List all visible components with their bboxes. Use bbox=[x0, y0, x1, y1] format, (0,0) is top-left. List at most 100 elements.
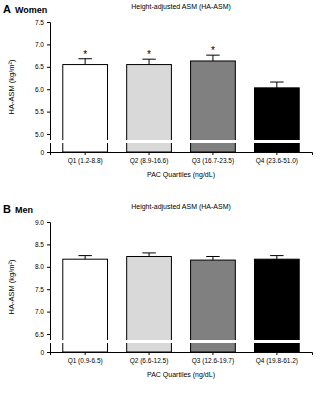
error-bar-stem bbox=[276, 256, 277, 260]
x-tick: Q4 (19.8-61.2) bbox=[256, 352, 298, 365]
y-tick: 7.5 bbox=[35, 19, 50, 26]
significance-marker: * bbox=[83, 49, 87, 60]
y-tick: 7.5 bbox=[35, 286, 50, 293]
x-axis-title: PAC Quartiles (ng/dL) bbox=[147, 371, 215, 379]
y-tick-label: 0 bbox=[40, 349, 44, 356]
y-tick-label: 5.0 bbox=[35, 131, 44, 138]
x-tick-mark bbox=[212, 352, 213, 355]
title: Men bbox=[15, 205, 33, 215]
x-tick-mark bbox=[85, 152, 86, 155]
significance-marker: * bbox=[211, 45, 215, 56]
y-axis-line bbox=[47, 23, 51, 153]
y-tick-mark bbox=[47, 89, 50, 90]
panel-label: A bbox=[3, 3, 11, 15]
y-tick: 8.0 bbox=[35, 263, 50, 270]
x-tick-label: Q2 (8.9-16.6) bbox=[130, 157, 169, 165]
x-tick-mark bbox=[149, 352, 150, 355]
error-bar bbox=[270, 256, 283, 260]
y-tick-mark bbox=[47, 112, 50, 113]
panel-label: B bbox=[3, 203, 11, 215]
y-tick-label: 8.5 bbox=[35, 241, 44, 248]
y-tick-label: 7.5 bbox=[35, 286, 44, 293]
x-tick-label: Q4 (19.8-61.2) bbox=[256, 357, 298, 365]
bar bbox=[254, 259, 299, 352]
y-tick: 7.0 bbox=[35, 41, 50, 48]
x-axis: Q1 (0.9-6.5) Q2 (6.6-12.5) Q3 (12.6-19.7) Q… bbox=[51, 352, 313, 365]
bar bbox=[127, 65, 172, 152]
error-bar-stem bbox=[85, 256, 86, 260]
error-bar-stem bbox=[276, 82, 277, 88]
subtitle: Height-adjusted ASM (HA-ASM) bbox=[131, 203, 231, 211]
y-tick: 7.0 bbox=[35, 308, 50, 315]
error-bar-cap bbox=[142, 252, 155, 253]
title: Women bbox=[15, 5, 47, 15]
x-tick-label: Q3 (16.7-23.5) bbox=[192, 157, 234, 165]
x-tick: Q2 (6.6-12.5) bbox=[130, 352, 169, 365]
y-tick-label: 7.5 bbox=[35, 19, 44, 26]
y-axis-title: HA-ASM (kg/m²) bbox=[7, 259, 16, 315]
error-bar bbox=[270, 82, 283, 88]
y-tick-label: 8.0 bbox=[35, 263, 44, 270]
bar bbox=[191, 260, 236, 352]
x-tick-label: Q4 (23.6-51.0) bbox=[256, 157, 298, 165]
y-tick: 0 bbox=[40, 349, 50, 356]
error-bar bbox=[206, 256, 219, 260]
y-tick: 5.5 bbox=[35, 108, 50, 115]
y-tick-label: 6.5 bbox=[35, 331, 44, 338]
panel: B Men Height-adjusted ASM (HA-ASM) 0 6.5 7.0 7… bbox=[3, 203, 313, 379]
y-tick-mark bbox=[47, 152, 50, 153]
y-tick: 6.0 bbox=[35, 86, 50, 93]
subtitle: Height-adjusted ASM (HA-ASM) bbox=[131, 3, 231, 11]
x-axis-line bbox=[51, 153, 313, 156]
y-tick-mark bbox=[47, 44, 50, 45]
x-tick-label: Q1 (1.2-8.8) bbox=[68, 157, 103, 165]
y-tick-mark bbox=[47, 334, 50, 335]
y-tick: 8.5 bbox=[35, 241, 50, 248]
error-bar-cap bbox=[206, 256, 219, 257]
x-tick-label: Q2 (6.6-12.5) bbox=[130, 357, 169, 365]
y-tick-label: 6.5 bbox=[35, 63, 44, 70]
bar bbox=[191, 61, 236, 152]
figure: A Women Height-adjusted ASM (HA-ASM) 0 5.0 5.… bbox=[0, 0, 323, 400]
y-tick-mark bbox=[47, 222, 50, 223]
plot-area bbox=[63, 55, 299, 152]
y-tick-mark bbox=[47, 289, 50, 290]
y-tick: 5.0 bbox=[35, 131, 50, 138]
error-bar-cap bbox=[270, 82, 283, 83]
y-tick-mark bbox=[47, 22, 50, 23]
x-axis: Q1 (1.2-8.8) Q2 (8.9-16.6) Q3 (16.7-23.5) Q… bbox=[51, 152, 313, 165]
y-axis: 0 5.0 5.5 6.0 6.5 7.0 7.5 bbox=[35, 19, 51, 156]
x-tick-mark bbox=[149, 152, 150, 155]
axis-break bbox=[46, 140, 312, 143]
x-tick-mark bbox=[85, 352, 86, 355]
x-tick-mark bbox=[212, 152, 213, 155]
x-axis-line bbox=[51, 353, 313, 356]
error-bar-cap bbox=[270, 255, 283, 256]
y-axis: 0 6.5 7.0 7.5 8.0 8.5 9.0 bbox=[35, 219, 51, 356]
y-tick: 6.5 bbox=[35, 63, 50, 70]
y-tick: 6.5 bbox=[35, 331, 50, 338]
error-bar-cap bbox=[78, 255, 91, 256]
axis-break bbox=[46, 340, 312, 343]
plot-area bbox=[63, 253, 299, 352]
x-tick: Q3 (16.7-23.5) bbox=[192, 152, 234, 165]
x-tick-mark bbox=[276, 352, 277, 355]
y-tick-mark bbox=[47, 312, 50, 313]
x-tick-label: Q1 (0.9-6.5) bbox=[68, 357, 103, 365]
x-tick: Q4 (23.6-51.0) bbox=[256, 152, 298, 165]
x-tick: Q1 (1.2-8.8) bbox=[68, 152, 103, 165]
y-tick-mark bbox=[47, 352, 50, 353]
y-tick-label: 9.0 bbox=[35, 219, 44, 226]
bar bbox=[127, 256, 172, 352]
x-tick: Q3 (12.6-19.7) bbox=[192, 352, 234, 365]
error-bar bbox=[142, 253, 155, 257]
error-bar bbox=[78, 256, 91, 260]
x-tick-label: Q3 (12.6-19.7) bbox=[192, 357, 234, 365]
y-tick-label: 0 bbox=[40, 149, 44, 156]
y-tick-label: 7.0 bbox=[35, 308, 44, 315]
y-tick-mark bbox=[47, 67, 50, 68]
x-tick: Q1 (0.9-6.5) bbox=[68, 352, 103, 365]
bar bbox=[63, 259, 108, 352]
x-tick: Q2 (8.9-16.6) bbox=[130, 152, 169, 165]
y-tick-mark bbox=[47, 244, 50, 245]
